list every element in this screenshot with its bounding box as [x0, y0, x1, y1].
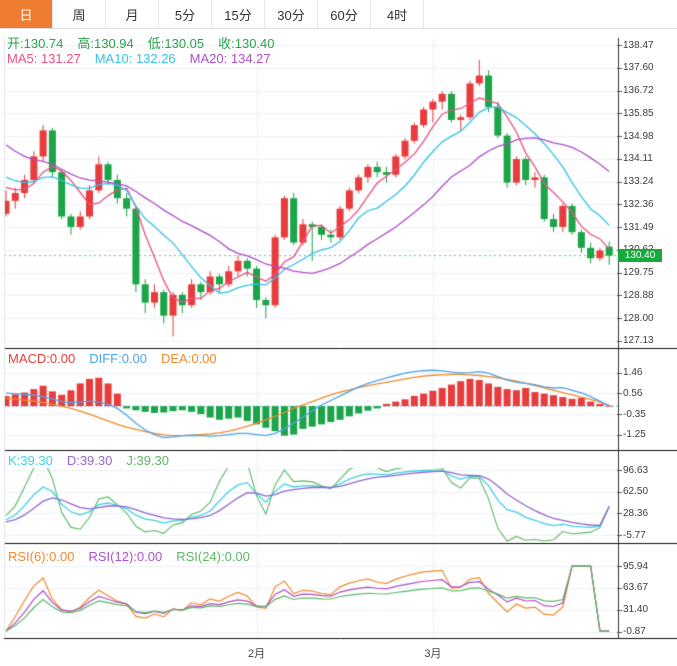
dea-value: DEA:0.00 [161, 351, 217, 366]
tab-day[interactable]: 日 [0, 0, 53, 28]
tab-month[interactable]: 月 [106, 0, 159, 28]
y-axis-label: 137.60 [623, 62, 654, 74]
y-axis-label: 134.98 [623, 130, 654, 142]
ma5-value: MA5: 131.27 [7, 51, 81, 66]
tab-4hour[interactable]: 4时 [371, 0, 424, 28]
ohlc-readout: 开:130.74 高:130.94 低:130.05 收:130.40 [7, 33, 289, 52]
y-axis-label: 136.72 [623, 85, 654, 97]
ma20-value: MA20: 134.27 [189, 51, 271, 66]
y-axis-label: 132.36 [623, 198, 654, 210]
x-axis-label-feb: 2月 [247, 648, 266, 660]
y-axis-label: 133.24 [623, 176, 654, 188]
macd-value: MACD:0.00 [8, 351, 76, 366]
y-axis-label: 138.47 [623, 39, 654, 51]
ma10-value: MA10: 132.26 [94, 51, 176, 66]
y-axis-label: 128.00 [623, 312, 654, 324]
open-value: 开:130.74 [7, 36, 64, 51]
d-value: D:39.30 [66, 453, 113, 468]
current-price-badge: 130.40 [618, 249, 662, 263]
y-axis-label: 0.56 [623, 387, 643, 399]
tab-15min[interactable]: 15分 [212, 0, 265, 28]
j-value: J:39.30 [126, 453, 170, 468]
rsi-readout: RSI(6):0.00 RSI(12):0.00 RSI(24):0.00 [8, 549, 264, 564]
y-axis-label: 128.88 [623, 289, 654, 301]
high-value: 高:130.94 [77, 36, 134, 51]
macd-readout: MACD:0.00 DIFF:0.00 DEA:0.00 [8, 351, 231, 366]
y-axis-label: -5.77 [623, 529, 646, 541]
y-axis-label: -0.35 [623, 408, 646, 420]
y-axis-label: 129.75 [623, 267, 654, 279]
tab-30min[interactable]: 30分 [265, 0, 318, 28]
y-axis-label: 63.67 [623, 582, 649, 594]
diff-value: DIFF:0.00 [89, 351, 147, 366]
timeframe-tabbar: 日 周 月 5分 15分 30分 60分 4时 [0, 0, 677, 29]
rsi12-value: RSI(12):0.00 [88, 549, 163, 564]
y-axis-label: 127.13 [623, 335, 654, 347]
y-axis-label: 62.50 [623, 486, 649, 498]
y-axis-label: 31.40 [623, 604, 649, 616]
y-axis-label: 96.63 [623, 464, 649, 476]
y-axis-label: 28.36 [623, 507, 649, 519]
ma-readout: MA5: 131.27 MA10: 132.26 MA20: 134.27 [7, 51, 285, 66]
tab-week[interactable]: 周 [53, 0, 106, 28]
close-value: 收:130.40 [218, 36, 275, 51]
low-value: 低:130.05 [147, 36, 205, 51]
y-axis-label: -1.25 [623, 429, 646, 441]
y-axis-label: 134.11 [623, 153, 653, 165]
rsi6-value: RSI(6):0.00 [8, 549, 75, 564]
tab-60min[interactable]: 60分 [318, 0, 371, 28]
y-axis-label: 1.46 [623, 367, 643, 379]
k-value: K:39.30 [8, 453, 53, 468]
y-axis-label: -0.87 [623, 626, 646, 638]
kdj-readout: K:39.30 D:39.30 J:39.30 [8, 453, 183, 468]
y-axis-label: 135.85 [623, 107, 654, 119]
y-axis-label: 131.49 [623, 221, 654, 233]
rsi24-value: RSI(24):0.00 [176, 549, 250, 564]
y-axis-label: 95.94 [623, 560, 649, 572]
tab-5min[interactable]: 5分 [159, 0, 212, 28]
x-axis-label-mar: 3月 [424, 648, 442, 660]
